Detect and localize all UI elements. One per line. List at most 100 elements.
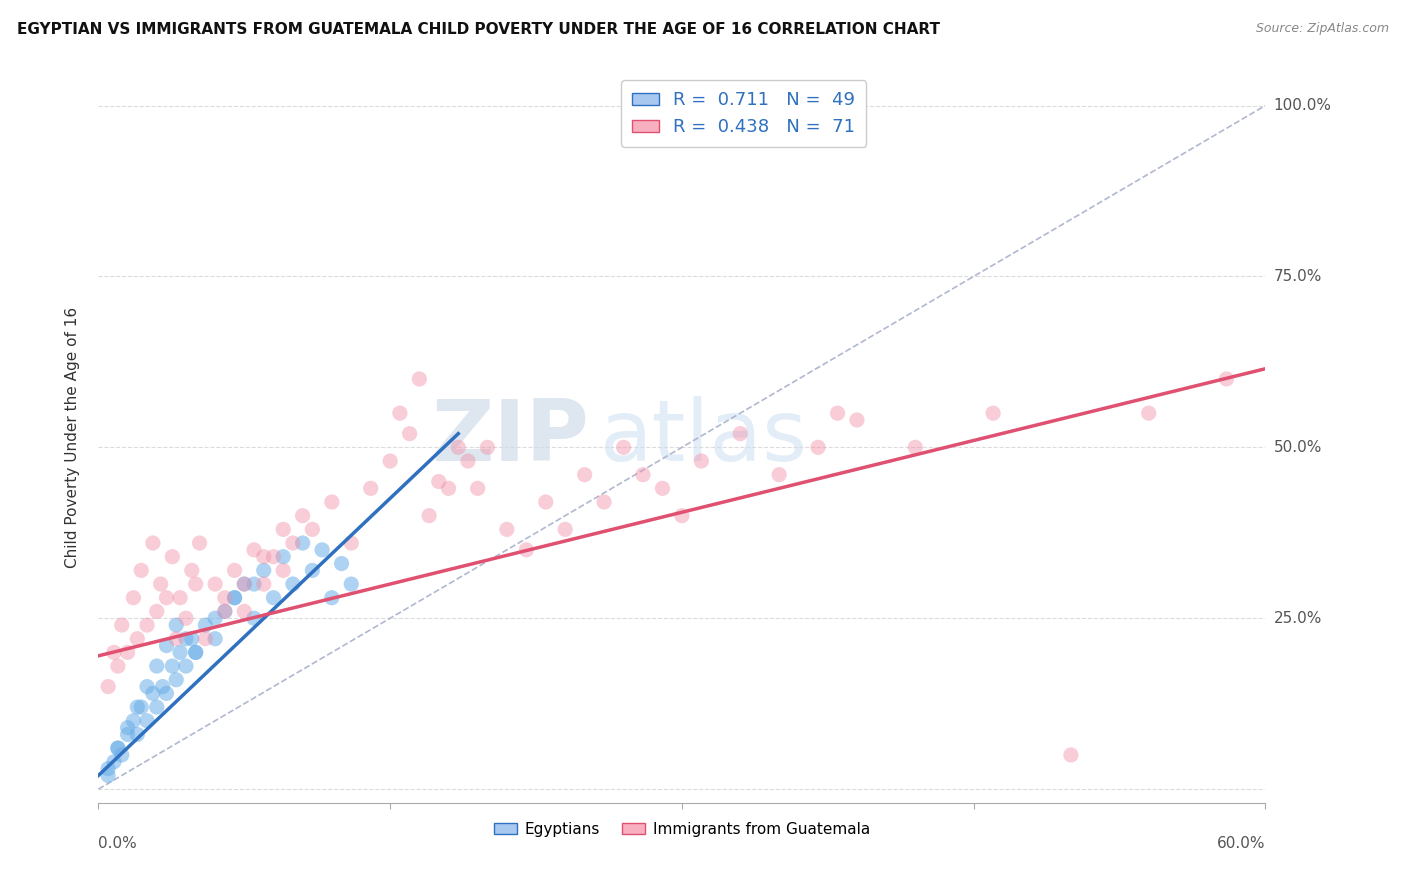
Point (281, 577, 304, 591)
Point (593, 495, 616, 509)
Point (418, 508, 440, 523)
Point (330, 557, 353, 571)
Text: atlas: atlas (600, 395, 808, 479)
Point (174, 659, 197, 673)
Point (214, 591, 236, 605)
Point (152, 680, 174, 694)
Point (496, 522, 519, 536)
Point (554, 522, 576, 536)
Point (224, 563, 246, 577)
Point (281, 536, 304, 550)
Point (846, 413, 869, 427)
Point (981, 406, 1004, 420)
Point (778, 133, 800, 147)
Point (155, 591, 177, 605)
Point (107, 659, 129, 673)
Point (340, 536, 363, 550)
Point (224, 591, 246, 605)
Point (111, 747, 134, 762)
Point (136, 714, 159, 728)
Text: 25.0%: 25.0% (1274, 611, 1322, 625)
Point (262, 591, 284, 605)
Point (388, 406, 411, 420)
Point (127, 700, 149, 714)
Point (184, 577, 207, 591)
Point (807, 440, 830, 454)
Point (427, 475, 450, 489)
Point (162, 659, 184, 673)
Point (107, 741, 129, 756)
Point (291, 508, 314, 523)
Point (321, 591, 343, 605)
Text: Source: ZipAtlas.com: Source: ZipAtlas.com (1256, 22, 1389, 36)
Point (122, 714, 145, 728)
Point (142, 536, 165, 550)
Point (380, 454, 402, 468)
Point (398, 426, 420, 441)
Point (117, 645, 139, 659)
Text: 50.0%: 50.0% (1274, 440, 1322, 455)
Point (162, 549, 184, 564)
Point (184, 645, 207, 659)
Y-axis label: Child Poverty Under the Age of 16: Child Poverty Under the Age of 16 (65, 307, 80, 567)
Point (321, 495, 343, 509)
Point (174, 611, 197, 625)
Text: 100.0%: 100.0% (1274, 98, 1331, 113)
Point (129, 700, 152, 714)
Point (165, 632, 187, 646)
Point (127, 632, 149, 646)
Point (651, 481, 673, 495)
Text: 75.0%: 75.0% (1274, 268, 1322, 284)
Point (165, 673, 187, 687)
Point (904, 440, 927, 454)
Point (262, 549, 284, 564)
Point (271, 549, 294, 564)
Point (1137, 406, 1160, 420)
Point (214, 604, 236, 618)
Point (97, 762, 120, 776)
Point (291, 536, 314, 550)
Point (301, 522, 323, 536)
Text: EGYPTIAN VS IMMIGRANTS FROM GUATEMALA CHILD POVERTY UNDER THE AGE OF 16 CORRELAT: EGYPTIAN VS IMMIGRANTS FROM GUATEMALA CH… (17, 22, 939, 37)
Point (671, 508, 693, 523)
Point (311, 542, 333, 557)
Point (1060, 747, 1083, 762)
Point (631, 467, 654, 482)
Point (97, 768, 120, 782)
Point (253, 563, 276, 577)
Point (1215, 372, 1237, 386)
Point (127, 727, 149, 741)
Point (467, 481, 489, 495)
Point (136, 618, 159, 632)
Point (146, 604, 169, 618)
Point (534, 495, 557, 509)
Point (224, 591, 246, 605)
Point (204, 611, 226, 625)
Point (169, 645, 191, 659)
Point (142, 686, 165, 700)
Point (253, 577, 276, 591)
Point (97, 680, 120, 694)
Point (768, 467, 790, 482)
Point (180, 632, 202, 646)
Text: 0.0%: 0.0% (98, 836, 138, 851)
Point (136, 680, 159, 694)
Point (243, 611, 266, 625)
Point (360, 481, 382, 495)
Point (204, 632, 226, 646)
Point (340, 577, 363, 591)
Point (146, 659, 169, 673)
Point (146, 700, 169, 714)
Point (437, 481, 460, 495)
Point (129, 563, 152, 577)
Point (477, 440, 499, 454)
Point (574, 467, 596, 482)
Point (184, 645, 207, 659)
Point (103, 645, 125, 659)
Legend: Egyptians, Immigrants from Guatemala: Egyptians, Immigrants from Guatemala (488, 815, 876, 843)
Point (194, 632, 217, 646)
Point (613, 440, 636, 454)
Point (457, 454, 479, 468)
Point (117, 727, 139, 741)
Point (155, 639, 177, 653)
